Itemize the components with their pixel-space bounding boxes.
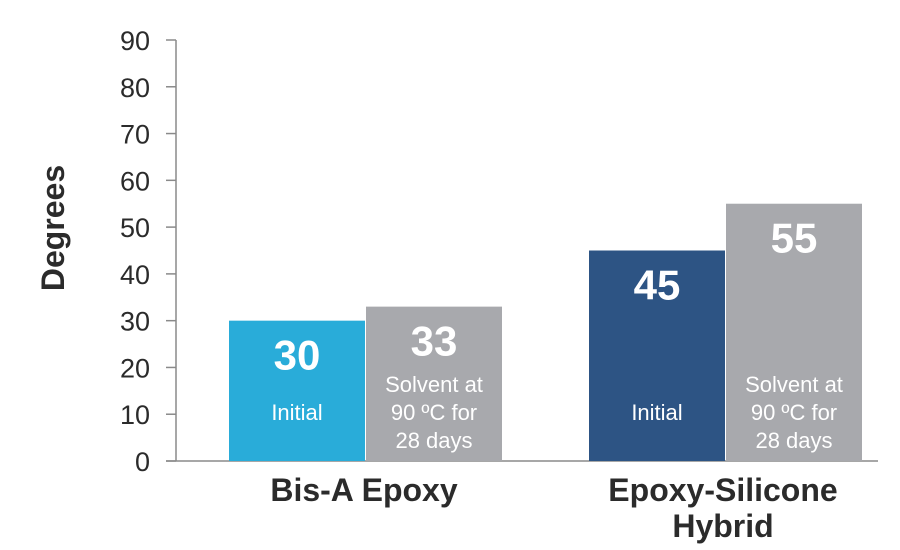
bar (229, 320, 365, 461)
bar-value-label: 33 (411, 318, 458, 365)
bar-value-label: 30 (274, 332, 321, 379)
bar-description: Initial (271, 400, 322, 425)
category-label: Epoxy-Silicone Hybrid (608, 472, 837, 544)
bar-description: Solvent at 90 ºC for 28 days (745, 372, 843, 453)
bar (366, 306, 502, 461)
y-axis-title: Degrees (35, 165, 71, 291)
y-tick-label: 70 (120, 120, 150, 150)
bar-description: Initial (631, 400, 682, 425)
bar (726, 203, 862, 461)
bar-value-label: 55 (771, 215, 818, 262)
category-labels: Bis-A Epoxy Epoxy-Silicone Hybrid (270, 472, 837, 544)
y-tick-label: 0 (135, 447, 150, 477)
category-label: Bis-A Epoxy (270, 472, 458, 508)
axes: 0 10 20 30 40 50 60 70 80 90 (120, 26, 878, 477)
y-tick-label: 90 (120, 26, 150, 56)
y-tick-label: 80 (120, 73, 150, 103)
y-tick-label: 10 (120, 400, 150, 430)
y-tick-label: 50 (120, 213, 150, 243)
y-tick-label: 60 (120, 166, 150, 196)
bar-value-label: 45 (634, 262, 681, 309)
bar-description: Solvent at 90 ºC for 28 days (385, 372, 483, 453)
bar (589, 250, 725, 461)
y-tick-label: 30 (120, 307, 150, 337)
y-tick-label: 20 (120, 353, 150, 383)
y-tick-label: 40 (120, 260, 150, 290)
bars: 30 Initial 33 Solvent at 90 ºC for 28 days 45 I… (229, 203, 862, 461)
